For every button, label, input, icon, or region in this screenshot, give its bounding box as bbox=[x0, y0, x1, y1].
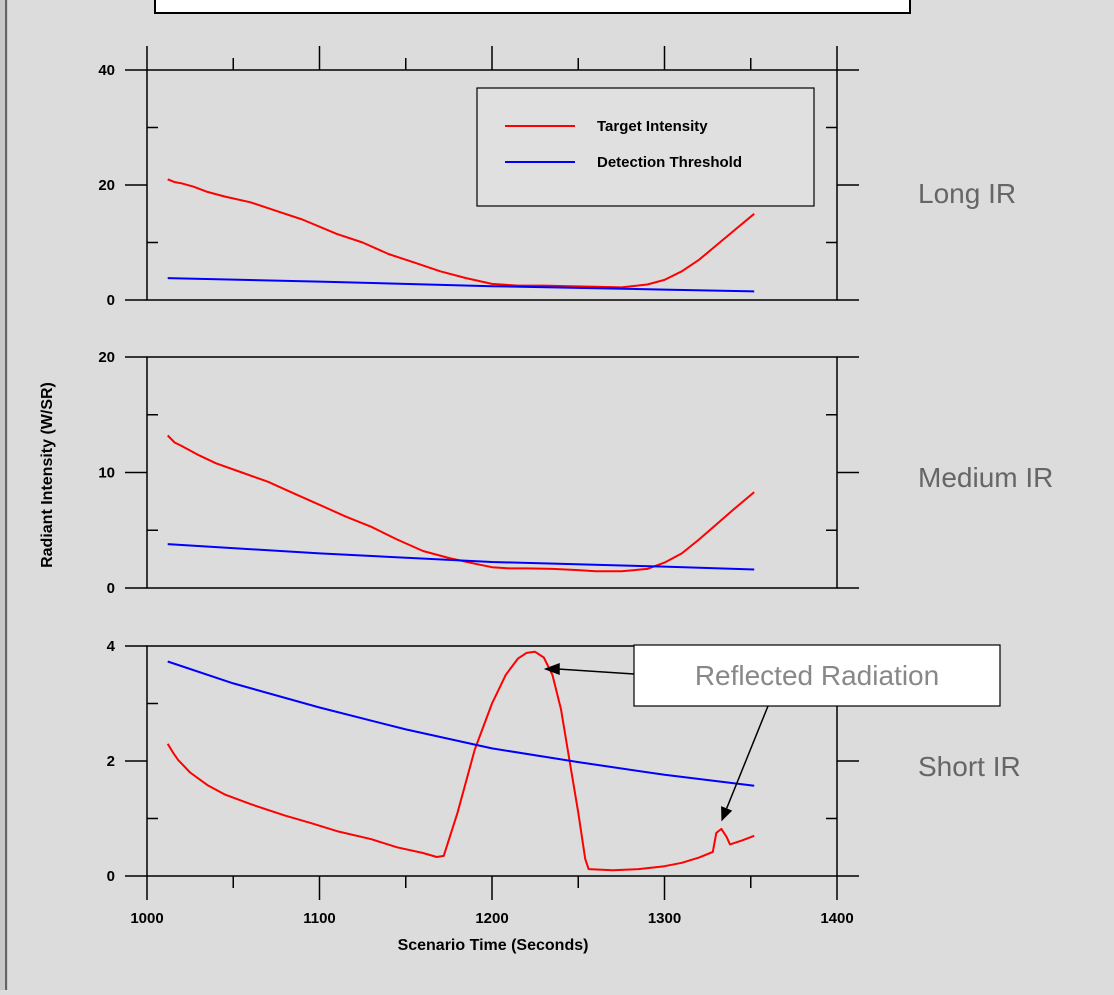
x-tick-label: 1300 bbox=[648, 910, 681, 927]
legend-box bbox=[476, 87, 815, 207]
x-tick-label: 1400 bbox=[820, 910, 853, 927]
callout-text: Reflected Radiation bbox=[695, 660, 939, 691]
panels-group: 0 20 40 0 10 20 0 2 4 1000 1100 1200 1300 1400 bbox=[98, 46, 859, 927]
callout-arrow-left bbox=[557, 668, 635, 675]
legend-label-target: Target Intensity bbox=[597, 118, 708, 135]
y-tick-label-long-ir: 40 bbox=[98, 62, 115, 79]
y-tick-label-long-ir: 0 bbox=[107, 292, 115, 309]
series-target-intensity-long-ir bbox=[167, 178, 755, 289]
series-detection-threshold-short-ir bbox=[167, 660, 755, 787]
band-label-medium-ir: Medium IR bbox=[918, 462, 1053, 493]
callout-arrow-down bbox=[725, 705, 769, 809]
y-tick-label-short-ir: 4 bbox=[107, 638, 116, 655]
y-tick-label-medium-ir: 0 bbox=[107, 580, 115, 597]
y-axis-title: Radiant Intensity (W/SR) bbox=[39, 382, 56, 568]
series-target-intensity-short-ir bbox=[166, 650, 755, 872]
callout-reflected-radiation: Reflected Radiation bbox=[543, 644, 1001, 822]
series-detection-threshold-medium-ir bbox=[167, 543, 755, 571]
series-detection-threshold-long-ir bbox=[167, 277, 755, 293]
y-tick-label-short-ir: 0 bbox=[107, 868, 115, 885]
y-tick-label-medium-ir: 10 bbox=[98, 465, 115, 482]
plot-frame-medium-ir bbox=[146, 356, 838, 589]
x-axis-title: Scenario Time (Seconds) bbox=[398, 937, 589, 954]
y-tick-label-short-ir: 2 bbox=[107, 753, 115, 770]
band-label-short-ir: Short IR bbox=[918, 751, 1021, 782]
callout-box bbox=[633, 644, 1001, 707]
x-tick-label: 1100 bbox=[303, 910, 336, 927]
legend: Target Intensity Detection Threshold bbox=[476, 87, 815, 207]
x-tick-label: 1000 bbox=[130, 910, 163, 927]
y-tick-label-medium-ir: 20 bbox=[98, 349, 115, 366]
x-tick-label: 1200 bbox=[475, 910, 508, 927]
legend-label-threshold: Detection Threshold bbox=[597, 154, 742, 171]
callout-arrowhead-down bbox=[721, 806, 733, 822]
callout-arrowhead-left bbox=[543, 663, 560, 675]
header-box-fragment bbox=[154, 0, 911, 14]
series-target-intensity-medium-ir bbox=[166, 434, 755, 573]
left-edge-strip bbox=[0, 0, 8, 990]
band-label-long-ir: Long IR bbox=[918, 178, 1016, 209]
y-tick-label-long-ir: 20 bbox=[98, 177, 115, 194]
